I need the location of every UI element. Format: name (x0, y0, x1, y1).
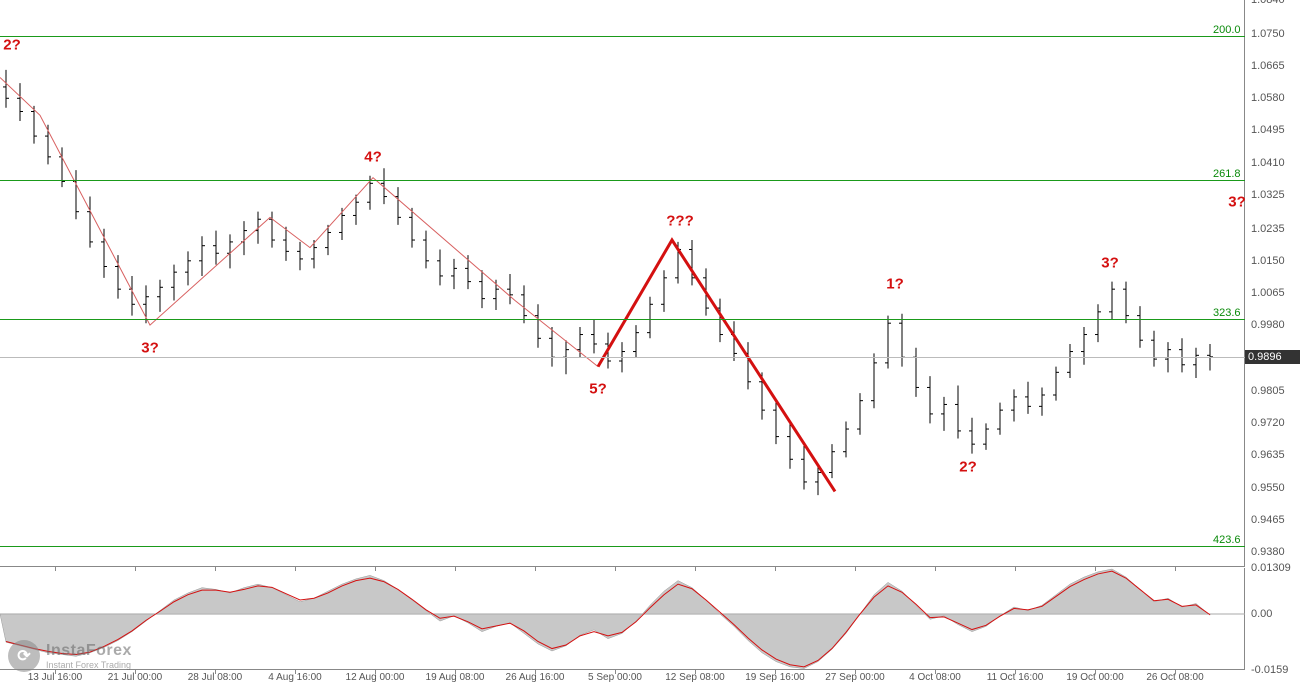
watermark-title: InstaForex (46, 642, 132, 660)
y-tick-label: 0.9720 (1251, 417, 1297, 429)
wave-label: 3? (141, 339, 159, 356)
fib-label: 423.6 (1213, 534, 1241, 546)
fib-line (0, 319, 1245, 320)
fib-label: 200.0 (1213, 24, 1241, 36)
y-tick-label: 0.9550 (1251, 482, 1297, 494)
y-tick-label: 1.0410 (1251, 157, 1297, 169)
wave-label: 3? (1101, 254, 1119, 271)
current-price-hline (0, 357, 1245, 358)
y-tick-label: 1.0495 (1251, 124, 1297, 136)
watermark-logo-icon: ⟳ (8, 640, 40, 672)
wave-label: 2? (3, 37, 21, 54)
current-price-value: 0.9896 (1248, 351, 1282, 363)
y-tick-label: 0.9805 (1251, 385, 1297, 397)
osc-y-tick-label: 0.00 (1251, 608, 1298, 620)
y-tick-label: 0.9980 (1251, 319, 1297, 331)
price-panel[interactable] (0, 0, 1245, 567)
y-tick-label: 1.0665 (1251, 60, 1297, 72)
y-tick-label: 1.0150 (1251, 255, 1297, 267)
fib-line (0, 180, 1245, 181)
chart-root: 1.0840 1.0750 1.0665 1.0580 1.0495 1.0410 1.03… (0, 0, 1300, 700)
wave-label: ??? (666, 213, 694, 230)
osc-y-tick-label: 0.01309 (1251, 562, 1298, 574)
fib-line (0, 36, 1245, 37)
current-price-badge: 0.9896 (1245, 350, 1300, 364)
watermark: ⟳ InstaForex Instant Forex Trading (8, 640, 132, 672)
wave-label: 3? (1228, 194, 1246, 211)
wave-label: 2? (959, 458, 977, 475)
price-svg (0, 0, 1245, 567)
fib-line (0, 546, 1245, 547)
oscillator-panel[interactable] (0, 568, 1245, 670)
fib-label: 323.6 (1213, 307, 1241, 319)
y-tick-label: 0.9380 (1251, 546, 1297, 558)
wave-label: 1? (886, 275, 904, 292)
y-tick-label: 1.0580 (1251, 92, 1297, 104)
watermark-subtitle: Instant Forex Trading (46, 660, 132, 670)
wave-label: 5? (589, 381, 607, 398)
y-tick-label: 0.9465 (1251, 514, 1297, 526)
oscillator-svg (0, 568, 1245, 670)
y-tick-label: 1.0065 (1251, 287, 1297, 299)
osc-y-tick-label: -0.0159 (1251, 664, 1298, 676)
wave-label: 4? (364, 148, 382, 165)
y-tick-label: 1.0235 (1251, 223, 1297, 235)
fib-label: 261.8 (1213, 168, 1241, 180)
y-tick-label: 0.9635 (1251, 449, 1297, 461)
y-tick-label: 1.0750 (1251, 28, 1297, 40)
y-tick-label: 1.0840 (1251, 0, 1297, 6)
y-tick-label: 1.0325 (1251, 189, 1297, 201)
